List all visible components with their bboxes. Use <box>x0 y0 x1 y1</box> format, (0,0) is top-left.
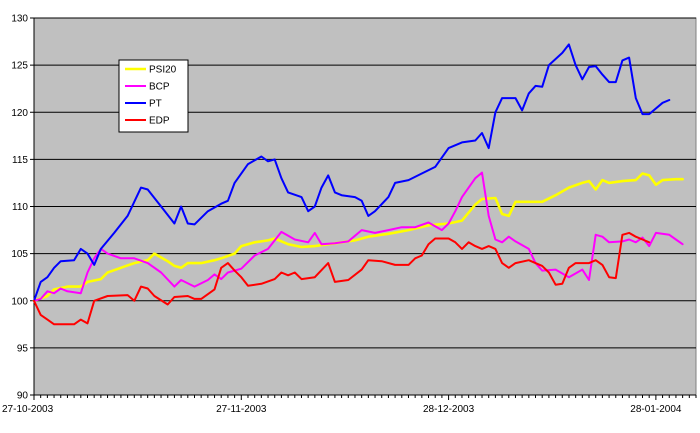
series-line-bcp <box>33 171 684 302</box>
y-tick-label: 125 <box>11 61 28 72</box>
x-tick-label: 27-10-2003 <box>2 404 54 415</box>
y-tick-label: 105 <box>11 249 28 260</box>
legend-label: BCP <box>149 82 170 93</box>
legend-label: EDP <box>149 116 170 127</box>
series-line-edp <box>33 231 651 326</box>
x-tick-label: 28-01-2004 <box>630 404 682 415</box>
x-tick-label: 27-11-2003 <box>216 404 267 415</box>
y-tick-label: 130 <box>11 14 28 25</box>
series-lines <box>32 43 684 326</box>
legend-label: PT <box>149 99 162 110</box>
legend: PSI20 BCP PT EDP <box>118 59 189 133</box>
y-tick-label: 115 <box>12 155 28 166</box>
y-tick-label: 90 <box>17 391 29 402</box>
x-tick-label: 28-12-2003 <box>423 404 475 415</box>
y-tick-label: 95 <box>17 343 29 354</box>
legend-label: PSI20 <box>149 65 177 76</box>
y-axis: 90 95 100 105 110 115 120 125 130 <box>11 14 35 402</box>
y-tick-label: 100 <box>11 296 28 307</box>
x-axis: 27-10-2003 27-11-2003 28-12-2003 28-01-2004 <box>2 394 697 415</box>
y-tick-label: 110 <box>12 202 28 213</box>
series-line-pt <box>33 43 671 302</box>
y-tick-label: 120 <box>11 108 28 119</box>
